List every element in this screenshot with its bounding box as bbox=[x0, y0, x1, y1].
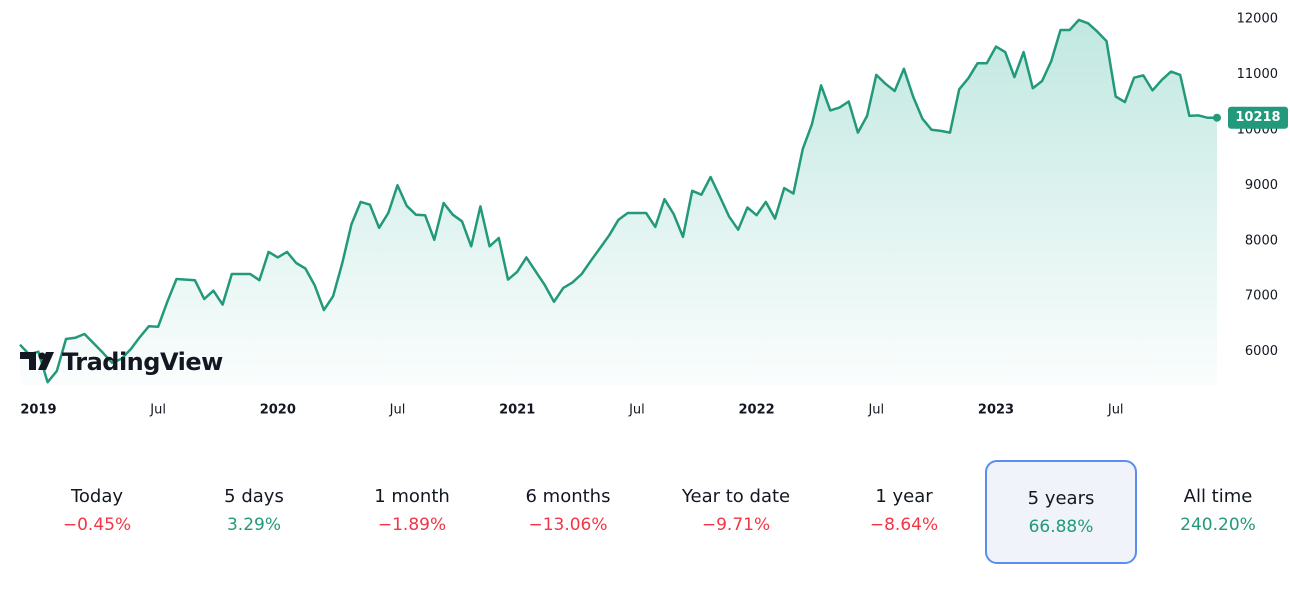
price-tag bbox=[1228, 106, 1288, 129]
x-tick-label: Jul bbox=[628, 403, 645, 418]
x-tick-label: 2022 bbox=[739, 403, 775, 418]
period-label: 6 months bbox=[525, 486, 611, 507]
period-label: 5 years bbox=[1027, 488, 1095, 509]
y-tick-label: 8000 bbox=[1245, 233, 1278, 248]
period-change: −13.06% bbox=[528, 515, 608, 535]
logo-icon bbox=[38, 352, 54, 370]
y-tick-label: 11000 bbox=[1237, 67, 1278, 82]
x-tick-label: Jul bbox=[149, 403, 166, 418]
period-button[interactable]: All time 240.20% bbox=[1142, 460, 1290, 564]
period-change: 240.20% bbox=[1180, 515, 1256, 535]
period-change: 3.29% bbox=[226, 515, 281, 535]
y-tick-label: 7000 bbox=[1245, 289, 1278, 304]
last-point bbox=[1213, 113, 1221, 122]
period-button[interactable]: 1 year −8.64% bbox=[828, 460, 980, 564]
logo-icon bbox=[20, 352, 36, 370]
line bbox=[19, 18, 1218, 384]
period-button[interactable]: 5 years 66.88% bbox=[985, 460, 1137, 564]
period-button[interactable]: 5 days 3.29% bbox=[178, 460, 330, 564]
period-change: −8.64% bbox=[869, 515, 939, 535]
period-change: −1.89% bbox=[377, 515, 447, 535]
price-tag-label: 10218 bbox=[1235, 110, 1280, 125]
y-tick-label: 6000 bbox=[1245, 344, 1278, 359]
x-tick-label: 2021 bbox=[499, 403, 535, 418]
period-bar: Today −0.45% 5 days 3.29% 1 month −1.89% 6 mon… bbox=[0, 460, 1290, 566]
x-tick-label: Jul bbox=[867, 403, 884, 418]
period-label: Today bbox=[70, 486, 124, 507]
x-tick-label: 2023 bbox=[978, 403, 1014, 418]
period-button[interactable]: 6 months −13.06% bbox=[492, 460, 644, 564]
y-tick-label: 9000 bbox=[1245, 178, 1278, 193]
y-tick-label: 12000 bbox=[1237, 11, 1278, 26]
x-tick-label: Jul bbox=[1107, 403, 1124, 418]
period-label: Year to date bbox=[681, 486, 791, 507]
logo[interactable]: TradingView bbox=[20, 348, 224, 376]
x-tick-label: 2019 bbox=[20, 403, 56, 418]
x-tick-label: 2020 bbox=[260, 403, 296, 418]
period-label: 1 year bbox=[875, 486, 933, 507]
area bbox=[20, 19, 1217, 386]
logo-text: TradingView bbox=[62, 348, 223, 376]
period-change: −0.45% bbox=[62, 515, 132, 535]
period-change: −9.71% bbox=[701, 515, 771, 535]
period-button[interactable]: Today −0.45% bbox=[21, 460, 173, 564]
x-tick-label: Jul bbox=[389, 403, 406, 418]
period-label: 5 days bbox=[224, 486, 284, 507]
period-label: 1 month bbox=[374, 486, 450, 507]
period-button[interactable]: 1 month −1.89% bbox=[336, 460, 488, 564]
period-change: 66.88% bbox=[1028, 517, 1094, 537]
period-label: All time bbox=[1183, 486, 1253, 507]
period-button[interactable]: Year to date −9.71% bbox=[660, 460, 812, 564]
